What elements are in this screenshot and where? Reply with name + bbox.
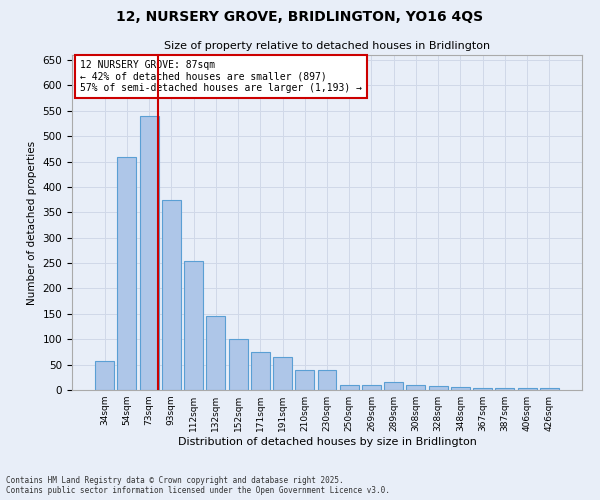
Bar <box>518 388 536 390</box>
Bar <box>496 388 514 390</box>
Bar <box>251 352 270 390</box>
Bar <box>95 360 114 390</box>
Bar <box>118 156 136 390</box>
Bar <box>229 339 248 390</box>
Bar <box>295 370 314 390</box>
Y-axis label: Number of detached properties: Number of detached properties <box>27 140 37 304</box>
Bar <box>162 200 181 390</box>
Bar <box>340 385 359 390</box>
Bar <box>273 357 292 390</box>
Bar <box>362 385 381 390</box>
Text: 12, NURSERY GROVE, BRIDLINGTON, YO16 4QS: 12, NURSERY GROVE, BRIDLINGTON, YO16 4QS <box>116 10 484 24</box>
Bar <box>184 260 203 390</box>
Bar <box>406 385 425 390</box>
Text: 12 NURSERY GROVE: 87sqm
← 42% of detached houses are smaller (897)
57% of semi-d: 12 NURSERY GROVE: 87sqm ← 42% of detache… <box>80 60 362 93</box>
Text: Contains HM Land Registry data © Crown copyright and database right 2025.
Contai: Contains HM Land Registry data © Crown c… <box>6 476 390 495</box>
Bar <box>540 388 559 390</box>
Bar <box>429 386 448 390</box>
Bar <box>206 316 225 390</box>
Bar <box>451 388 470 390</box>
X-axis label: Distribution of detached houses by size in Bridlington: Distribution of detached houses by size … <box>178 437 476 447</box>
Title: Size of property relative to detached houses in Bridlington: Size of property relative to detached ho… <box>164 42 490 51</box>
Bar <box>473 388 492 390</box>
Bar <box>384 382 403 390</box>
Bar <box>317 370 337 390</box>
Bar <box>140 116 158 390</box>
